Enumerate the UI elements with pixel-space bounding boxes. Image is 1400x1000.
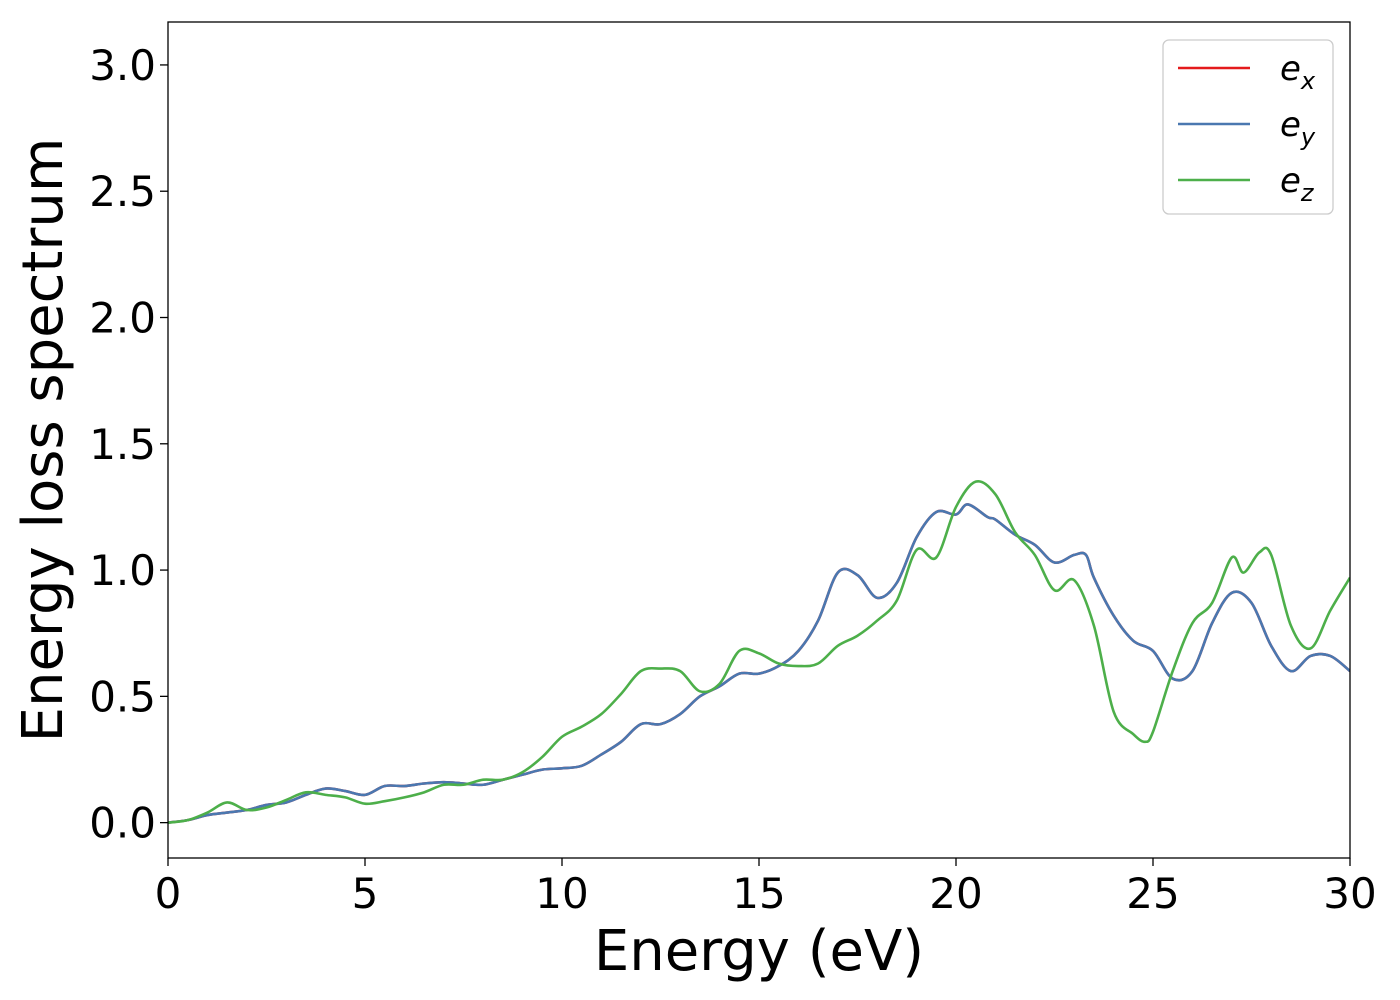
x-tick-label: 10 [535, 869, 588, 918]
y-tick-label: 2.5 [89, 167, 156, 216]
y-tick-label: 0.0 [89, 799, 156, 848]
x-tick-label: 5 [352, 869, 379, 918]
x-axis-label: Energy (eV) [594, 919, 924, 984]
legend-label-e-y: ey [1280, 105, 1316, 151]
y-axis-label: Energy loss spectrum [11, 138, 76, 743]
series-layer [168, 479, 1350, 824]
legend: ex ey ez [1162, 39, 1334, 215]
x-tick-label: 30 [1323, 869, 1376, 918]
y-tick-label: 0.5 [89, 672, 156, 721]
y-tick-label: 1.5 [89, 420, 156, 469]
legend-label-e-z: ez [1280, 161, 1315, 207]
y-tick-label: 2.0 [89, 294, 156, 343]
y-axis-ticks: 0.0 0.5 1.0 1.5 2.0 2.5 3.0 [89, 41, 168, 848]
legend-label-e-x: ex [1280, 49, 1316, 95]
series-line-e-y [168, 503, 1350, 824]
x-tick-label: 20 [929, 869, 982, 918]
x-tick-label: 0 [155, 869, 182, 918]
series-line-e-z [168, 479, 1350, 824]
y-tick-label: 1.0 [89, 546, 156, 595]
legend-box [1162, 39, 1334, 215]
x-tick-label: 25 [1126, 869, 1179, 918]
x-tick-label: 15 [732, 869, 785, 918]
legend-entries: ex ey ez [1178, 49, 1316, 207]
x-axis-ticks: 0 5 10 15 20 25 30 [155, 858, 1377, 918]
y-tick-label: 3.0 [89, 41, 156, 90]
